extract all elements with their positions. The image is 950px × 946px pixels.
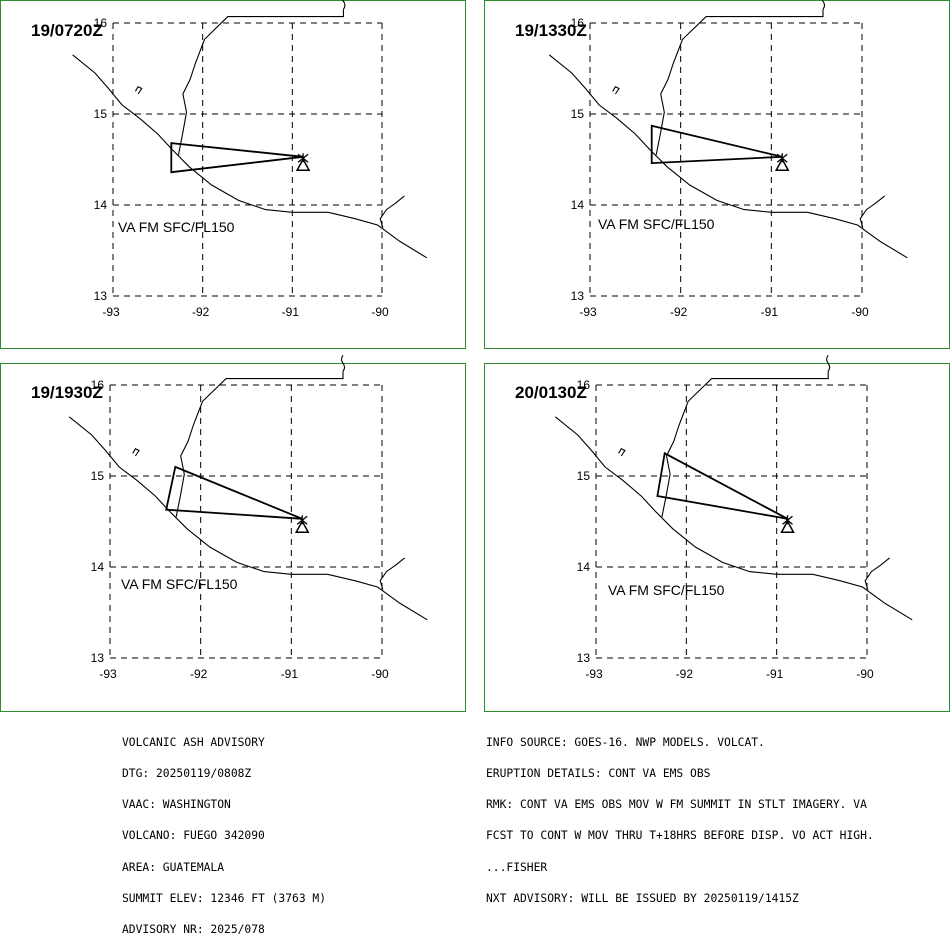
- volcano-eruption-icon: [776, 153, 788, 163]
- va-level-label: VA FM SFC/FL150: [121, 576, 238, 592]
- border-squiggle: [826, 355, 831, 372]
- advisory-line: DTG: 20250119/0808Z: [122, 767, 252, 781]
- advisory-line: ...FISHER: [486, 860, 548, 874]
- advisory-line: VAAC: WASHINGTON: [122, 798, 231, 812]
- country-border: [661, 371, 829, 518]
- advisory-line: VOLCANIC ASH ADVISORY: [122, 735, 265, 749]
- x-tick-label: -90: [371, 305, 389, 319]
- volcano-icon: [774, 157, 790, 171]
- coastline-detail: [132, 447, 140, 457]
- map-svg-2: -93 -92 -91 -90 16 15 14 13 19/1330Z VA FM SFC/FL…: [515, 0, 908, 319]
- coastline: [554, 416, 913, 621]
- panel-time-label: 20/0130Z: [515, 383, 587, 402]
- panel-time-label: 19/0720Z: [31, 21, 103, 40]
- x-tick-label: -92: [676, 667, 694, 681]
- y-tick-label: 13: [577, 651, 591, 665]
- map-svg-3: -93 -92 -91 -90 16 15 14 13 19/1930Z VA FM SFC/FL…: [31, 355, 428, 681]
- x-tick-label: -90: [371, 667, 389, 681]
- y-tick-label: 16: [94, 16, 108, 30]
- panel-time-label: 19/1330Z: [515, 21, 587, 40]
- x-tick-label: -90: [856, 667, 874, 681]
- map-panel-2: -93 -92 -91 -90 16 15 14 13 19/1330Z VA FM SFC/FL…: [484, 0, 950, 349]
- advisory-details-block: INFO SOURCE: GOES-16. NWP MODELS. VOLCAT…: [486, 717, 874, 915]
- advisory-line: ADVISORY NR: 2025/078: [122, 923, 265, 937]
- map-svg-4: -93 -92 -91 -90 16 15 14 13 20/0130Z VA FM SFC/FL…: [515, 355, 913, 681]
- y-tick-label: 14: [91, 560, 105, 574]
- x-tick-label: -91: [282, 305, 300, 319]
- x-tick-label: -93: [99, 667, 117, 681]
- map-panel-3: -93 -92 -91 -90 16 15 14 13 19/1930Z VA FM SFC/FL…: [0, 355, 466, 712]
- coastline: [72, 54, 428, 259]
- x-tick-label: -91: [761, 305, 779, 319]
- advisory-line: INFO SOURCE: GOES-16. NWP MODELS. VOLCAT…: [486, 735, 765, 749]
- volcano-eruption-icon: [297, 153, 309, 163]
- ash-cloud-polygon: [165, 465, 303, 520]
- volcano-icon: [780, 519, 795, 533]
- border-squiggle: [821, 0, 826, 10]
- coastline: [548, 54, 908, 259]
- y-tick-label: 14: [94, 198, 108, 212]
- country-border: [864, 557, 890, 590]
- map-panel-1: -93 -92 -91 -90 16 15 14 13 19/0720Z VA FM SFC/FL…: [0, 0, 466, 349]
- y-tick-label: 15: [94, 107, 108, 121]
- advisory-line: VOLCANO: FUEGO 342090: [122, 829, 265, 843]
- y-tick-label: 14: [571, 198, 585, 212]
- coastline-detail: [612, 85, 620, 95]
- advisory-line: FCST TO CONT W MOV THRU T+18HRS BEFORE D…: [486, 829, 874, 843]
- va-level-label: VA FM SFC/FL150: [598, 216, 715, 232]
- y-tick-label: 13: [94, 289, 108, 303]
- x-tick-label: -91: [281, 667, 299, 681]
- country-border: [379, 195, 405, 228]
- x-tick-label: -92: [670, 305, 688, 319]
- country-border: [175, 371, 344, 518]
- x-tick-label: -93: [585, 667, 603, 681]
- coastline-detail: [134, 85, 143, 95]
- y-tick-label: 14: [577, 560, 591, 574]
- advisory-line: RMK: CONT VA EMS OBS MOV W FM SUMMIT IN …: [486, 798, 867, 812]
- border-squiggle: [342, 0, 346, 10]
- advisory-header-block: VOLCANIC ASH ADVISORY DTG: 20250119/0808…: [122, 717, 326, 946]
- va-level-label: VA FM SFC/FL150: [118, 219, 235, 235]
- map-panel-4: -93 -92 -91 -90 16 15 14 13 20/0130Z VA FM SFC/FL…: [484, 355, 950, 712]
- va-level-label: VA FM SFC/FL150: [608, 582, 725, 598]
- y-tick-label: 16: [571, 16, 585, 30]
- ash-cloud-polygon: [656, 451, 788, 520]
- volcano-icon: [295, 157, 311, 171]
- coastline-detail: [618, 447, 626, 457]
- map-svg-1: -93 -92 -91 -90 16 15 14 13 19/0720Z VA FM SFC/FL…: [31, 0, 428, 319]
- country-border: [177, 9, 344, 156]
- y-tick-label: 15: [577, 469, 591, 483]
- x-tick-label: -92: [192, 305, 210, 319]
- y-tick-label: 13: [571, 289, 585, 303]
- country-border: [655, 9, 824, 156]
- x-tick-label: -93: [102, 305, 120, 319]
- country-border: [859, 195, 886, 228]
- x-tick-label: -92: [190, 667, 208, 681]
- x-tick-label: -90: [851, 305, 869, 319]
- country-border: [379, 557, 406, 590]
- volcano-eruption-icon: [782, 515, 793, 525]
- volcano-eruption-icon: [296, 515, 308, 525]
- x-tick-label: -91: [766, 667, 784, 681]
- y-tick-label: 16: [91, 378, 105, 392]
- ash-cloud-polygon: [650, 124, 783, 165]
- advisory-line: NXT ADVISORY: WILL BE ISSUED BY 20250119…: [486, 891, 799, 905]
- ash-cloud-polygon: [170, 142, 304, 174]
- y-tick-label: 16: [577, 378, 591, 392]
- y-tick-label: 15: [571, 107, 585, 121]
- advisory-line: SUMMIT ELEV: 12346 FT (3763 M): [122, 891, 327, 905]
- volcano-icon: [294, 519, 310, 533]
- advisory-line: AREA: GUATEMALA: [122, 860, 225, 874]
- y-tick-label: 15: [91, 469, 105, 483]
- advisory-line: ERUPTION DETAILS: CONT VA EMS OBS: [486, 767, 711, 781]
- panel-time-label: 19/1930Z: [31, 383, 103, 402]
- coastline: [68, 416, 428, 621]
- y-tick-label: 13: [91, 651, 105, 665]
- x-tick-label: -93: [579, 305, 597, 319]
- border-squiggle: [340, 355, 346, 372]
